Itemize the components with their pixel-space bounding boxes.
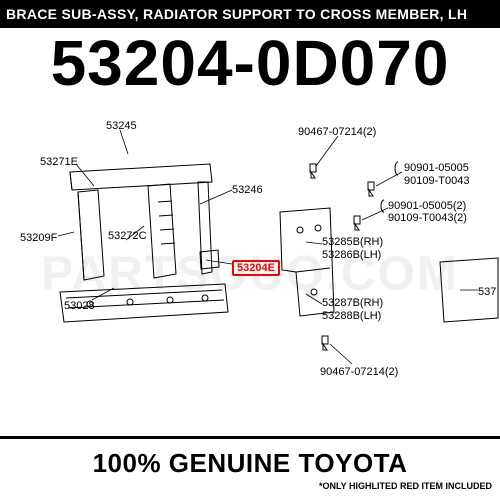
callout-90901-05005-2: 90901-05005(2) (388, 200, 466, 212)
callout-53287B: 53287B(RH) (322, 297, 383, 309)
callout-53209F: 53209F (20, 232, 57, 244)
part-title: BRACE SUB-ASSY, RADIATOR SUPPORT TO CROS… (6, 6, 467, 22)
callout-53286B: 53286B(LH) (322, 249, 381, 261)
callout-53288B: 53288B(LH) (322, 310, 381, 322)
disclaimer-text: *ONLY HIGHLITED RED ITEM INCLUDED (0, 481, 500, 491)
callout-90467-07214-t: 90467-07214(2) (298, 126, 376, 138)
callout-90109-T0043: 90109-T0043 (404, 175, 469, 187)
title-band: BRACE SUB-ASSY, RADIATOR SUPPORT TO CROS… (0, 0, 500, 28)
part-number: 53204-0D070 (0, 26, 500, 100)
callout-53246: 53246 (232, 184, 263, 196)
callout-53272C: 53272C (108, 230, 147, 242)
callout-537: 537 (478, 286, 496, 298)
callout-90109-T0043-2: 90109-T0043(2) (388, 212, 467, 224)
genuine-text: 100% GENUINE TOYOTA (0, 448, 500, 479)
callout-53271E: 53271E (40, 156, 78, 168)
footer-band: 100% GENUINE TOYOTA *ONLY HIGHLITED RED … (0, 436, 500, 500)
callout-90467-07214-b: 90467-07214(2) (320, 366, 398, 378)
callout-53245: 53245 (106, 120, 137, 132)
callout-90901-05005: 90901-05005 (404, 162, 469, 174)
callout-53285B: 53285B(RH) (322, 236, 383, 248)
callout-53204E: 53204E (232, 260, 280, 276)
callout-53028: 53028 (64, 300, 95, 312)
diagram-area: PARTSOUQ.COM (0, 112, 500, 436)
